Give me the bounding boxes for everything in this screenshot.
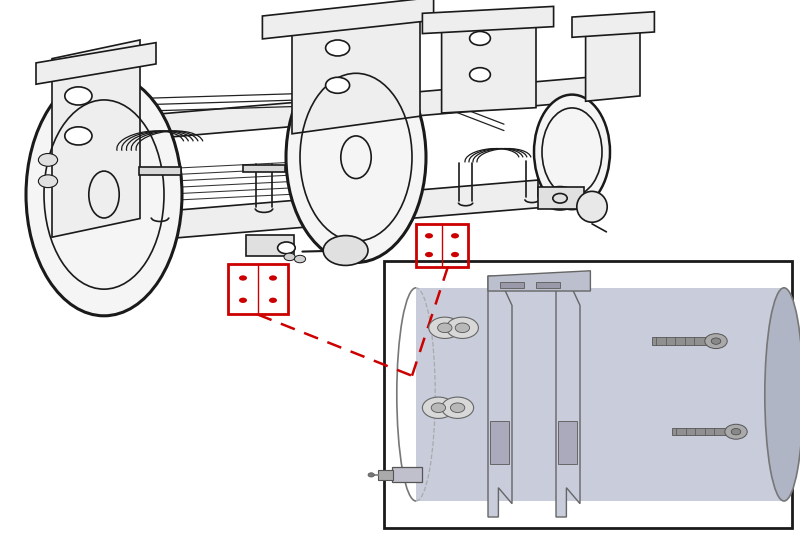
Bar (490, 421, 509, 464)
Bar (243, 165, 285, 172)
Circle shape (323, 236, 368, 265)
Circle shape (326, 77, 350, 93)
Polygon shape (488, 271, 590, 291)
Bar (500, 282, 524, 288)
Polygon shape (422, 6, 554, 34)
Polygon shape (152, 77, 588, 139)
Ellipse shape (534, 95, 610, 209)
Circle shape (470, 31, 490, 45)
Circle shape (731, 429, 741, 435)
Ellipse shape (286, 52, 426, 263)
Bar (378, 470, 393, 480)
Circle shape (368, 473, 374, 477)
Polygon shape (442, 13, 536, 113)
Bar (416, 288, 784, 501)
Circle shape (278, 242, 295, 254)
Bar (246, 235, 294, 256)
Circle shape (446, 317, 478, 338)
Ellipse shape (26, 73, 182, 316)
Polygon shape (586, 16, 640, 101)
Circle shape (425, 233, 433, 238)
Bar (538, 187, 584, 209)
Polygon shape (292, 6, 420, 134)
Circle shape (438, 323, 452, 333)
Bar (672, 428, 732, 435)
Circle shape (431, 403, 446, 413)
Circle shape (65, 87, 92, 105)
Circle shape (542, 187, 578, 210)
Circle shape (470, 68, 490, 82)
Circle shape (422, 397, 454, 418)
Bar (536, 282, 560, 288)
Bar (652, 337, 712, 345)
Bar (558, 421, 577, 464)
Circle shape (429, 317, 461, 338)
Polygon shape (52, 40, 140, 237)
Circle shape (269, 276, 277, 281)
Circle shape (38, 154, 58, 166)
Circle shape (284, 253, 295, 261)
Ellipse shape (765, 288, 800, 501)
Circle shape (705, 334, 727, 349)
Bar (392, 467, 422, 482)
Ellipse shape (577, 191, 607, 222)
Circle shape (455, 323, 470, 333)
Circle shape (294, 255, 306, 263)
Circle shape (451, 233, 459, 238)
Circle shape (269, 297, 277, 303)
Polygon shape (36, 43, 156, 84)
Circle shape (38, 175, 58, 188)
Circle shape (450, 403, 465, 413)
Circle shape (239, 276, 247, 281)
Circle shape (239, 297, 247, 303)
Bar (384, 261, 792, 528)
Circle shape (711, 338, 721, 344)
Circle shape (451, 252, 459, 257)
Polygon shape (262, 0, 434, 39)
Bar (139, 167, 181, 175)
Bar (228, 264, 288, 314)
Polygon shape (572, 12, 654, 37)
Circle shape (725, 424, 747, 439)
Circle shape (65, 127, 92, 145)
Circle shape (442, 397, 474, 418)
Polygon shape (488, 276, 512, 517)
Bar (416, 224, 468, 266)
Polygon shape (556, 276, 580, 517)
Polygon shape (44, 176, 588, 249)
Circle shape (326, 40, 350, 56)
Circle shape (425, 252, 433, 257)
